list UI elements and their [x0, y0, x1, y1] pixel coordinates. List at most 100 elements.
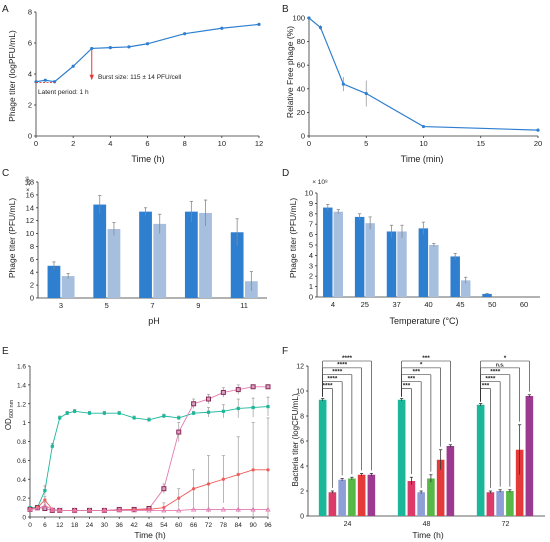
- data-point: [27, 506, 33, 512]
- panel-c-ylabel: Phage titer (PFU/mL): [7, 198, 17, 278]
- y-tick-label: 8: [309, 209, 313, 218]
- bar: [476, 404, 485, 516]
- data-point: [266, 468, 270, 472]
- y-tick-label: 18: [26, 178, 34, 187]
- panel-c-xlabel: pH: [148, 316, 160, 326]
- x-tick-label: 8: [183, 139, 187, 148]
- bar: [153, 223, 167, 298]
- data-point: [34, 505, 41, 511]
- sig-label: ***: [403, 382, 411, 389]
- bar: [407, 481, 416, 516]
- x-tick-label: 0: [28, 522, 32, 529]
- x-tick-label: 24: [86, 522, 94, 529]
- data-point: [127, 45, 131, 49]
- x-tick-label: 4: [331, 300, 335, 309]
- x-tick-label: 40: [424, 300, 432, 309]
- data-point: [176, 429, 182, 435]
- bar: [429, 245, 439, 297]
- data-point: [318, 25, 323, 30]
- data-point: [341, 82, 345, 86]
- data-point: [206, 482, 211, 486]
- panel-letter-c: C: [2, 168, 9, 179]
- bar: [354, 216, 365, 297]
- panel-letter-b: B: [282, 4, 289, 15]
- bar: [323, 207, 333, 297]
- data-point: [161, 507, 167, 513]
- data-point: [191, 401, 197, 407]
- y-tick-label: 12: [26, 216, 34, 225]
- panel-d-xlabel: Temperature (°C): [389, 316, 458, 326]
- data-point: [52, 80, 57, 84]
- y-tick-label: 3: [309, 261, 313, 270]
- panel-letter-d: D: [282, 168, 289, 179]
- x-tick-label: 18: [71, 522, 79, 529]
- panel-e-ylabel: OD600 nm: [4, 399, 15, 430]
- data-point: [206, 410, 211, 414]
- panel-d-bar-chart: Phage titer (PFU/mL) × 10⁸ Temperature (…: [288, 179, 540, 326]
- bar: [333, 211, 344, 297]
- bar: [397, 399, 406, 516]
- panel-e-ylabel-main: OD: [4, 418, 13, 430]
- x-tick-label: 42: [131, 522, 139, 529]
- data-point: [116, 507, 122, 513]
- panel-b-xlabel: Time (min): [401, 154, 444, 164]
- bar: [184, 211, 198, 298]
- x-tick-label: 54: [160, 522, 168, 529]
- bar: [61, 276, 75, 298]
- sig-label: ****: [337, 362, 348, 369]
- bar: [436, 459, 445, 516]
- y-tick-label: 0: [309, 293, 313, 302]
- data-point: [57, 507, 63, 513]
- bar: [486, 492, 495, 516]
- x-tick-label: 12: [56, 522, 64, 529]
- sig-label: ***: [422, 355, 430, 362]
- bar: [93, 204, 107, 298]
- bar: [386, 231, 397, 297]
- sig-label: ****: [327, 375, 338, 382]
- data-point: [101, 507, 108, 513]
- panel-a-latent-annotation: Latent period: 1 h: [38, 89, 89, 96]
- y-tick-label: 80: [297, 37, 305, 46]
- x-tick-label: 78: [220, 522, 228, 529]
- sig-label: ***: [482, 382, 490, 389]
- data-point: [192, 411, 196, 415]
- sig-label: ****: [342, 355, 353, 362]
- series-line: [308, 17, 539, 131]
- data-point: [86, 507, 93, 513]
- x-tick-label: 48: [423, 521, 431, 528]
- y-tick-label: 10: [26, 229, 34, 238]
- data-point: [49, 506, 55, 512]
- data-point: [206, 396, 211, 402]
- sig-label: ****: [322, 382, 333, 389]
- data-point: [250, 384, 256, 390]
- panel-d-ylabel: Phage titer (PFU/mL): [288, 198, 298, 278]
- y-tick-label: 6: [28, 39, 32, 48]
- x-tick-label: 84: [235, 522, 243, 529]
- y-tick-label: 1.4: [17, 382, 26, 389]
- y-tick-label: 0.8: [17, 439, 26, 446]
- data-point: [307, 16, 311, 20]
- panel-a-burst-annotation: Burst size: 115 ± 14 PFU/cell: [98, 74, 182, 81]
- y-tick-label: 60: [297, 61, 305, 70]
- data-point: [147, 418, 151, 422]
- data-point: [131, 507, 137, 513]
- x-tick-label: 96: [264, 522, 272, 529]
- bar: [139, 211, 152, 298]
- data-point: [162, 505, 166, 510]
- y-tick-label: 12: [296, 364, 304, 371]
- x-tick-label: 60: [520, 300, 528, 309]
- data-point: [421, 124, 426, 129]
- data-point: [265, 384, 271, 390]
- panel-e-ylabel-sub: 600 nm: [9, 399, 15, 418]
- x-tick-label: 50: [488, 300, 496, 309]
- data-point: [235, 387, 241, 393]
- y-tick-label: 20: [297, 108, 305, 117]
- data-point: [176, 507, 182, 513]
- sig-label: *: [504, 355, 507, 362]
- x-tick-label: 37: [392, 300, 400, 309]
- panel-f-bar-chart: Bacteria titer (logCFU/mL) Time (h) 0246…: [291, 355, 545, 540]
- x-tick-label: 60: [175, 522, 183, 529]
- y-tick-label: 2: [309, 272, 313, 281]
- panel-f-xlabel: Time (h): [412, 530, 443, 540]
